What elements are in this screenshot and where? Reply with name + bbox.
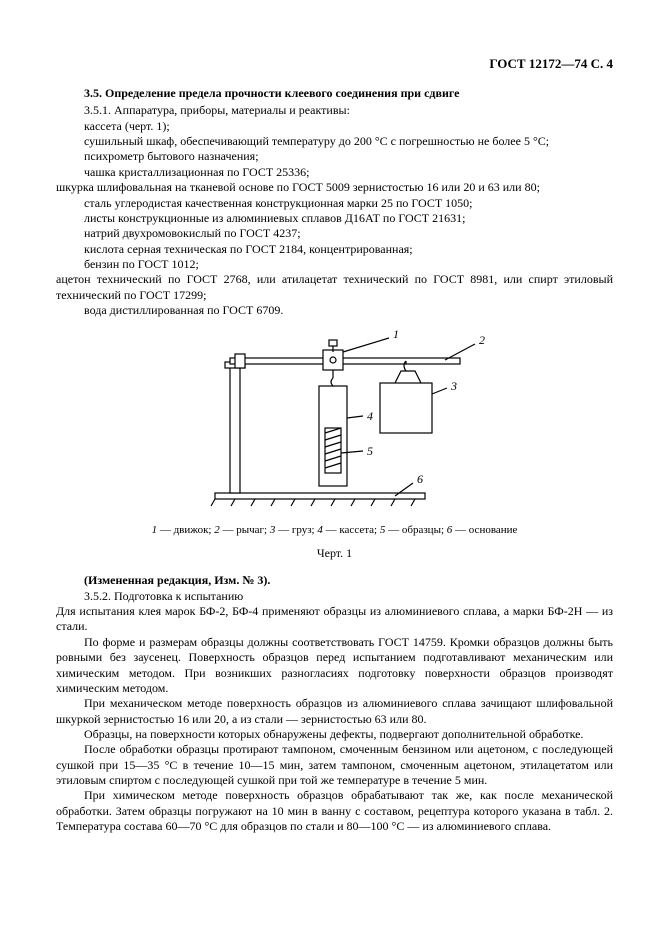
amendment-note: (Измененная редакция, Изм. № 3). [56, 573, 613, 588]
item-7: натрий двухромовокислый по ГОСТ 4237; [56, 226, 613, 241]
item-3: чашка кристаллизационная по ГОСТ 25336; [56, 165, 613, 180]
item-4: шкурка шлифовальная на тканевой основе п… [56, 180, 613, 195]
page-header: ГОСТ 12172—74 С. 4 [56, 56, 613, 72]
item-9: бензин по ГОСТ 1012; [56, 257, 613, 272]
body-2: При механическом методе поверхность обра… [56, 696, 613, 727]
figure-1-label: Черт. 1 [56, 546, 613, 561]
callout-4: 4 [367, 409, 373, 423]
item-5: сталь углеродистая качественная конструк… [56, 196, 613, 211]
section-3-5-title: 3.5. Определение предела прочности клеев… [56, 86, 613, 101]
p-3-5-1: 3.5.1. Аппаратура, приборы, материалы и … [56, 103, 613, 118]
callout-1: 1 [393, 328, 399, 341]
item-6: листы конструкционные из алюминиевых спл… [56, 211, 613, 226]
figure-1-caption: 1 — движок; 2 — рычаг; 3 — груз; 4 — кас… [56, 524, 613, 536]
callout-6: 6 [417, 472, 423, 486]
figure-1-svg: 1 2 3 4 5 6 [175, 328, 495, 518]
item-8: кислота серная техническая по ГОСТ 2184,… [56, 242, 613, 257]
callout-3: 3 [450, 379, 457, 393]
p-3-5-2: 3.5.2. Подготовка к испытанию [56, 589, 613, 604]
page: ГОСТ 12172—74 С. 4 3.5. Определение пред… [0, 0, 661, 936]
figure-1: 1 2 3 4 5 6 1 — движок; 2 — рычаг; 3 — г… [56, 328, 613, 561]
item-1: сушильный шкаф, обеспечивающий температу… [56, 134, 613, 149]
body-3: Образцы, на поверхности которых обнаруже… [56, 727, 613, 742]
item-0: кассета (черт. 1); [56, 119, 613, 134]
item-11: вода дистиллированная по ГОСТ 6709. [56, 303, 613, 318]
callout-5: 5 [367, 444, 373, 458]
body-5: При химическом методе поверхность образц… [56, 788, 613, 834]
body-4: После обработки образцы протирают тампон… [56, 742, 613, 788]
body-0: Для испытания клея марок БФ-2, БФ-4 прим… [56, 604, 613, 635]
callout-2: 2 [479, 333, 485, 347]
item-10: ацетон технический по ГОСТ 2768, или ати… [56, 272, 613, 303]
item-2: психрометр бытового назначения; [56, 149, 613, 164]
body-1: По форме и размерам образцы должны соотв… [56, 635, 613, 696]
